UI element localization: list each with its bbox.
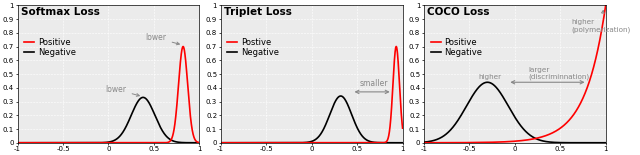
- Text: higher
(polymerization): higher (polymerization): [571, 11, 630, 33]
- Text: lower: lower: [106, 85, 140, 96]
- Text: Triplet Loss: Triplet Loss: [224, 7, 292, 17]
- Text: Softmax Loss: Softmax Loss: [21, 7, 100, 17]
- Legend: Positive, Negative: Positive, Negative: [429, 37, 483, 58]
- Legend: Positive, Negative: Positive, Negative: [24, 37, 77, 58]
- Legend: Postive, Negative: Postive, Negative: [227, 37, 280, 58]
- Text: smaller: smaller: [360, 80, 388, 89]
- Text: COCO Loss: COCO Loss: [428, 7, 490, 17]
- Text: larger
(discriminnation): larger (discriminnation): [529, 67, 589, 80]
- Text: higher: higher: [478, 74, 501, 80]
- Text: lower: lower: [146, 33, 179, 45]
